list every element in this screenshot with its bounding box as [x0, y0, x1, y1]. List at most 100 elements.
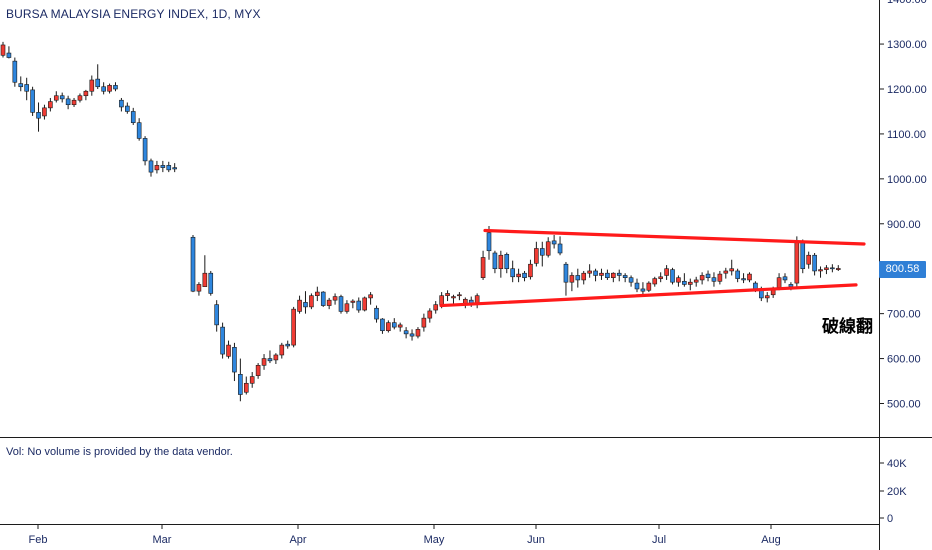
- candle-body: [59, 95, 65, 100]
- candle-body: [160, 165, 166, 168]
- candle-body: [492, 252, 498, 270]
- candle-body: [427, 310, 433, 319]
- candle-body: [374, 307, 379, 320]
- candle-body: [563, 263, 569, 283]
- candle-body: [267, 358, 273, 362]
- candle-body: [522, 272, 527, 278]
- candle-body: [36, 112, 41, 119]
- last-price-tag: 800.58: [879, 261, 926, 278]
- candle-body: [320, 291, 326, 306]
- candle-body: [545, 241, 551, 256]
- time-tick-label: Jul: [652, 534, 666, 546]
- candle-body: [142, 138, 148, 162]
- candle-body: [309, 295, 314, 308]
- volume-note: Vol: No volume is provided by the data v…: [6, 446, 233, 458]
- candle-body: [794, 241, 800, 284]
- candle-body: [107, 85, 112, 92]
- candle-body: [0, 44, 6, 56]
- chart-title: BURSA MALAYSIA ENERGY INDEX, 1D, MYX: [6, 7, 261, 21]
- candle-body: [717, 273, 723, 282]
- candle-body: [220, 326, 225, 355]
- resistance-trendline: [483, 228, 866, 246]
- candle-body: [356, 300, 362, 311]
- candle-body: [658, 276, 663, 279]
- candle-body: [65, 98, 71, 106]
- volume-tick-label: 0: [887, 513, 893, 525]
- candle-body: [486, 232, 492, 252]
- candle-body: [480, 257, 486, 278]
- candle-body: [30, 89, 35, 113]
- candle-body: [166, 165, 172, 171]
- candle-body: [83, 90, 89, 97]
- candle-body: [806, 254, 811, 265]
- candle-body: [391, 322, 397, 328]
- candle-body: [332, 296, 338, 301]
- candle-body: [498, 254, 504, 270]
- candle-body: [587, 270, 592, 274]
- candle-body: [723, 270, 729, 274]
- candle-body: [611, 272, 616, 278]
- candle-body: [279, 344, 285, 356]
- candle-body: [285, 343, 291, 347]
- candle-body: [646, 282, 652, 291]
- candle-body: [48, 101, 53, 109]
- price-tick-label: 900.00: [887, 219, 921, 231]
- candle-body: [273, 354, 279, 361]
- candle-body: [243, 382, 249, 393]
- trendlines[interactable]: [439, 228, 866, 308]
- candle-body: [439, 295, 444, 305]
- candle-body: [741, 278, 746, 281]
- candle-body: [95, 78, 101, 88]
- candle-body: [557, 243, 563, 254]
- candle-body: [652, 278, 658, 285]
- price-tick-label: 500.00: [887, 399, 921, 411]
- candle-body: [599, 272, 604, 276]
- candle-body: [510, 268, 515, 278]
- candle-body: [812, 254, 817, 272]
- candle-body: [71, 99, 77, 106]
- candle-body: [386, 322, 391, 332]
- candle-body: [53, 95, 59, 101]
- candle-body: [616, 272, 622, 276]
- candle-body: [125, 105, 130, 112]
- candle-body: [605, 272, 610, 278]
- candle-body: [776, 277, 782, 288]
- candle-body: [172, 167, 177, 170]
- candle-body: [42, 107, 47, 117]
- candle-body: [303, 302, 308, 308]
- candle-body: [326, 299, 332, 306]
- candle-body: [362, 297, 367, 311]
- candle-body: [18, 83, 24, 88]
- candle-body: [226, 344, 231, 357]
- candle-body: [782, 276, 788, 281]
- time-tick-label: Mar: [153, 534, 172, 546]
- candle-body: [196, 284, 202, 292]
- candle-body: [705, 273, 711, 278]
- candle-body: [539, 248, 545, 256]
- price-axis[interactable]: 1400.00 1300.00 1200.00 1100.00 1000.00 900.0…: [879, 0, 927, 411]
- candle-body: [154, 165, 160, 171]
- candle-body: [208, 272, 214, 294]
- time-axis[interactable]: Feb Mar Apr May Jun Jul Aug: [29, 524, 781, 546]
- candle-body: [344, 303, 350, 312]
- candle-body: [818, 269, 823, 272]
- candle-body: [788, 284, 794, 287]
- candle-body: [764, 295, 770, 299]
- candle-body: [12, 60, 18, 83]
- candle-body: [676, 277, 681, 283]
- candle-body: [238, 373, 243, 395]
- breakout-annotation: 破線翻: [822, 317, 873, 337]
- candle-body: [261, 358, 267, 366]
- candle-body: [735, 270, 740, 279]
- candle-body: [687, 281, 693, 285]
- candle-body: [130, 111, 136, 123]
- candle-body: [800, 241, 806, 270]
- candle-body: [119, 99, 124, 108]
- volume-tick-label: 40K: [887, 458, 907, 470]
- price-tick-label: 1000.00: [887, 174, 927, 186]
- candle-body: [409, 333, 415, 337]
- price-tick-label: 600.00: [887, 354, 921, 366]
- candle-body: [297, 299, 302, 312]
- candle-body: [202, 272, 208, 287]
